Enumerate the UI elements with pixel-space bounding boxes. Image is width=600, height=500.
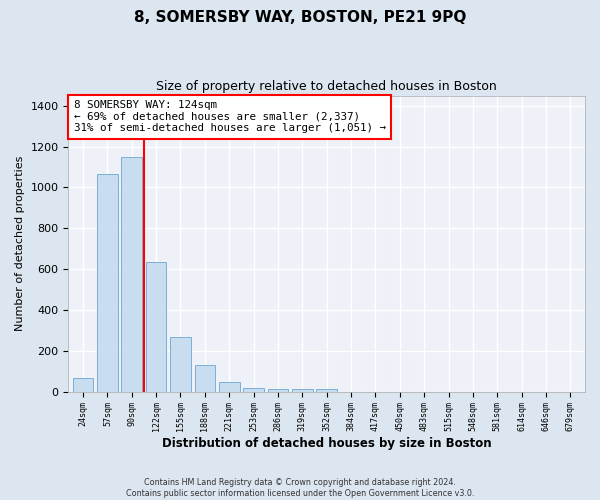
Text: 8, SOMERSBY WAY, BOSTON, PE21 9PQ: 8, SOMERSBY WAY, BOSTON, PE21 9PQ: [134, 10, 466, 25]
Bar: [316, 388, 337, 392]
Bar: [97, 174, 118, 392]
Bar: [146, 262, 166, 392]
Bar: [121, 157, 142, 392]
Bar: [292, 388, 313, 392]
Y-axis label: Number of detached properties: Number of detached properties: [15, 156, 25, 332]
Bar: [219, 382, 239, 392]
Text: Contains HM Land Registry data © Crown copyright and database right 2024.
Contai: Contains HM Land Registry data © Crown c…: [126, 478, 474, 498]
X-axis label: Distribution of detached houses by size in Boston: Distribution of detached houses by size …: [162, 437, 491, 450]
Bar: [194, 365, 215, 392]
Text: 8 SOMERSBY WAY: 124sqm
← 69% of detached houses are smaller (2,337)
31% of semi-: 8 SOMERSBY WAY: 124sqm ← 69% of detached…: [74, 100, 386, 133]
Bar: [243, 388, 264, 392]
Bar: [268, 388, 289, 392]
Bar: [73, 378, 94, 392]
Title: Size of property relative to detached houses in Boston: Size of property relative to detached ho…: [157, 80, 497, 93]
Bar: [170, 336, 191, 392]
